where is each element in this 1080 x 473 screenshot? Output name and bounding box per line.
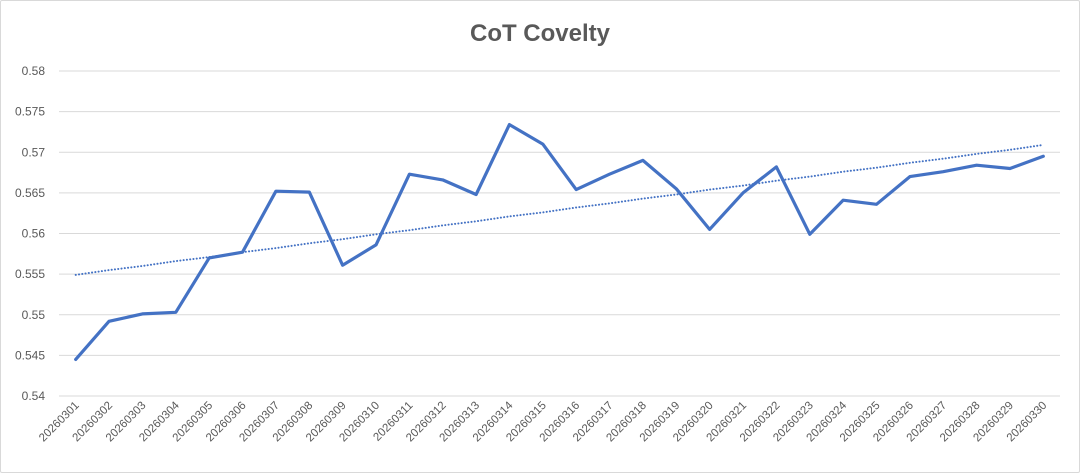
plot-series bbox=[74, 122, 1045, 361]
trendline bbox=[74, 143, 1045, 276]
data-point-11 bbox=[441, 178, 445, 182]
data-point-27 bbox=[975, 163, 979, 167]
data-point-7 bbox=[307, 190, 311, 194]
y-tick-label-6: 0.57 bbox=[22, 145, 46, 159]
series-line bbox=[74, 122, 1045, 361]
data-point-17 bbox=[641, 158, 645, 162]
data-point-14 bbox=[541, 142, 545, 146]
data-point-24 bbox=[874, 202, 878, 206]
y-tick-label-2: 0.55 bbox=[22, 308, 46, 322]
data-point-10 bbox=[407, 172, 411, 176]
data-point-23 bbox=[841, 198, 845, 202]
data-point-16 bbox=[608, 172, 612, 176]
x-axis: 2026030120260302202603032026030420260305… bbox=[37, 399, 1049, 444]
data-point-21 bbox=[774, 165, 778, 169]
data-point-22 bbox=[808, 232, 812, 236]
gridlines bbox=[59, 70, 1060, 397]
chart-title: CoT Covelty bbox=[470, 20, 611, 47]
data-point-28 bbox=[1008, 167, 1012, 171]
data-point-13 bbox=[507, 123, 511, 127]
y-axis: 0.54 0.545 0.55 0.555 0.56 0.565 0.57 0.575 0.58 bbox=[15, 64, 45, 403]
y-tick-label-1: 0.545 bbox=[15, 348, 45, 362]
data-point-15 bbox=[574, 188, 578, 192]
y-tick-label-5: 0.565 bbox=[15, 186, 45, 200]
y-tick-label-3: 0.555 bbox=[15, 267, 45, 281]
data-point-6 bbox=[274, 189, 278, 193]
y-tick-label-8: 0.58 bbox=[22, 64, 46, 78]
data-point-18 bbox=[674, 187, 678, 191]
data-point-20 bbox=[741, 191, 745, 195]
data-point-12 bbox=[474, 193, 478, 197]
data-point-9 bbox=[374, 243, 378, 247]
data-point-3 bbox=[174, 310, 178, 314]
y-tick-label-4: 0.56 bbox=[22, 227, 46, 241]
data-point-2 bbox=[140, 312, 144, 316]
data-point-26 bbox=[941, 170, 945, 174]
data-point-19 bbox=[708, 227, 712, 231]
data-point-29 bbox=[1041, 154, 1045, 158]
data-point-1 bbox=[107, 319, 111, 323]
y-tick-label-0: 0.54 bbox=[22, 389, 46, 403]
data-point-0 bbox=[74, 357, 78, 361]
data-point-8 bbox=[341, 263, 345, 267]
y-tick-label-7: 0.575 bbox=[15, 105, 45, 119]
data-point-25 bbox=[908, 175, 912, 179]
